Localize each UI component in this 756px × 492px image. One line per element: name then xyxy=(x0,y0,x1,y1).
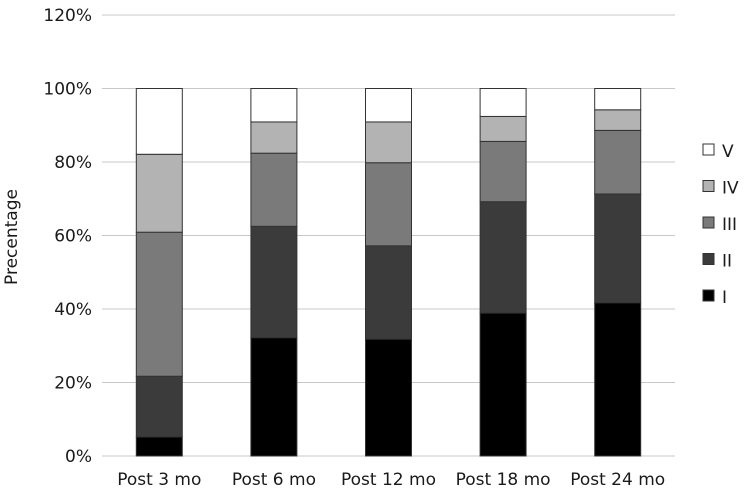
bar-segment-v xyxy=(594,88,642,111)
x-tick-label: Post 12 mo xyxy=(341,470,436,490)
x-tick-label: Post 24 mo xyxy=(570,470,665,490)
x-tick-label: Post 18 mo xyxy=(456,470,551,490)
bar-segment-iv xyxy=(594,109,642,131)
bar-segment-v xyxy=(479,88,527,117)
bar-segment-iv xyxy=(250,121,298,154)
bar-segment-iv xyxy=(135,153,183,233)
y-tick-label: 120% xyxy=(43,6,92,26)
legend-swatch-iv xyxy=(702,180,715,192)
y-tick-label: 40% xyxy=(54,300,92,320)
bar-segment-iv xyxy=(365,121,412,164)
legend-swatch-ii xyxy=(702,253,715,265)
bar-segment-i xyxy=(250,337,298,457)
bar-segment-iii xyxy=(250,152,298,227)
bar-segment-iii xyxy=(594,129,642,195)
legend-swatch-i xyxy=(702,289,715,302)
y-tick-label: 20% xyxy=(54,374,92,394)
legend-label-iii: III xyxy=(722,215,737,235)
legend-label-i: I xyxy=(722,288,727,308)
y-tick-label: 0% xyxy=(65,447,92,467)
x-axis-ticks: Post 3 mo Post 6 mo Post 12 mo Post 18 mo Po… xyxy=(117,470,665,490)
bar-segment-v xyxy=(135,88,183,155)
legend-label-v: V xyxy=(722,142,734,162)
bar-segment-iii xyxy=(479,140,527,203)
x-tick-label: Post 3 mo xyxy=(117,470,201,490)
y-axis-ticks: 0% 20% 40% 60% 80% 100% 120% xyxy=(43,6,92,467)
x-tick-label: Post 6 mo xyxy=(232,470,316,490)
bar-segment-i xyxy=(594,302,642,457)
legend-label-ii: II xyxy=(722,252,732,272)
bar-segment-ii xyxy=(594,193,642,304)
bar-segment-i xyxy=(135,436,183,457)
bar-segment-ii xyxy=(250,225,298,339)
legend-swatch-v xyxy=(702,143,715,156)
bar-segment-v xyxy=(365,88,412,123)
bar-segment-ii xyxy=(365,245,412,340)
bar-segment-ii xyxy=(135,375,183,438)
bar-segment-iii xyxy=(365,162,412,247)
bar-segment-i xyxy=(365,338,412,457)
bars xyxy=(135,88,642,457)
y-tick-label: 100% xyxy=(43,80,92,100)
bar-segment-i xyxy=(479,312,527,457)
bar-segment-iii xyxy=(135,231,183,377)
y-tick-label: 80% xyxy=(54,153,92,173)
legend-label-iv: IV xyxy=(722,179,739,199)
bar-segment-iv xyxy=(479,115,527,142)
bar-segment-ii xyxy=(479,201,527,314)
bar-segment-v xyxy=(250,88,298,123)
legend-swatch-iii xyxy=(702,216,715,229)
y-axis-label: Precentage xyxy=(2,189,22,285)
y-tick-label: 60% xyxy=(54,227,92,247)
